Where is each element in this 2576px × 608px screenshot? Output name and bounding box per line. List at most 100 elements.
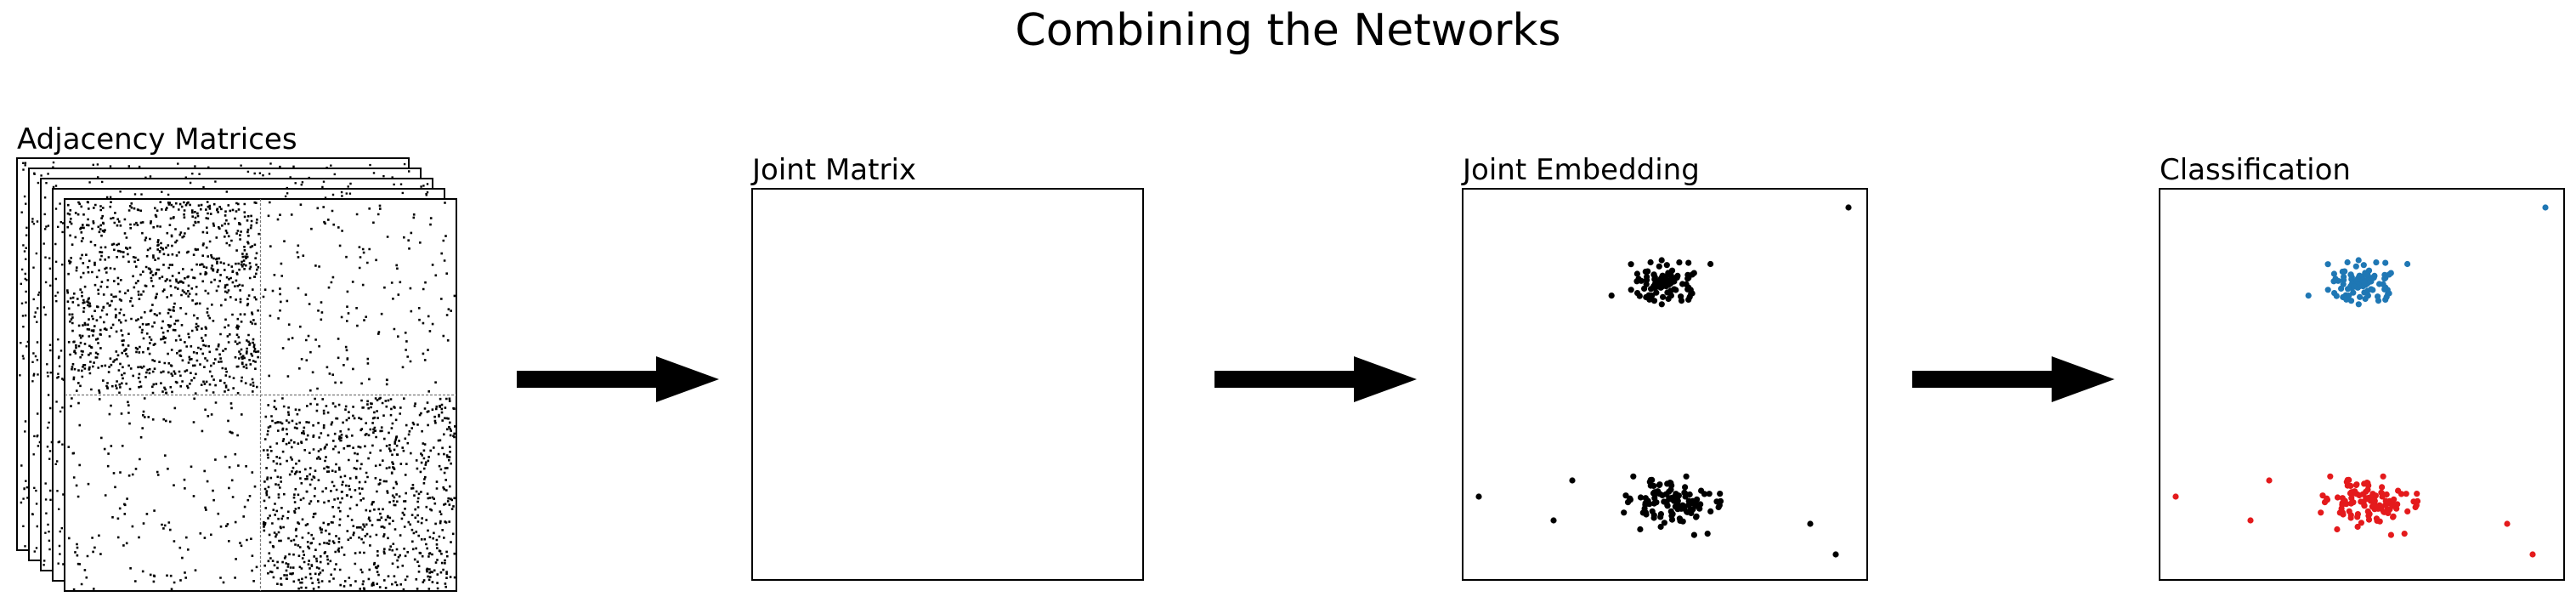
embedding-point xyxy=(1657,276,1664,282)
classification-plot xyxy=(2159,188,2565,581)
embedding-point xyxy=(1637,526,1644,533)
embedding-point xyxy=(1655,488,1662,495)
classified-point xyxy=(2385,509,2392,517)
classified-point xyxy=(2354,276,2361,282)
embedding-point xyxy=(1656,481,1663,488)
classified-point xyxy=(2247,517,2254,524)
embedding-point xyxy=(1627,497,1633,503)
classified-point xyxy=(2338,285,2345,292)
embedding-point xyxy=(1647,259,1654,266)
classified-point xyxy=(2401,531,2408,537)
classified-point xyxy=(2340,511,2347,518)
embedding-point xyxy=(1642,495,1649,502)
joint-matrix-frame xyxy=(751,188,1144,581)
joint-embedding-plot xyxy=(1462,188,1868,581)
classified-point xyxy=(2339,495,2346,502)
right-arrow-icon xyxy=(1912,356,2115,402)
embedding-point xyxy=(1653,499,1660,506)
classified-point xyxy=(2319,492,2326,499)
classified-point xyxy=(2351,283,2358,290)
classified-point xyxy=(2398,491,2405,497)
embedding-point xyxy=(1667,508,1674,515)
embedding-point xyxy=(1671,286,1678,293)
embedding-point xyxy=(1550,517,1557,524)
embedding-point xyxy=(1633,278,1640,285)
embedding-point xyxy=(1622,492,1629,499)
embedding-point xyxy=(1692,503,1699,509)
classified-point xyxy=(2371,272,2378,279)
embedding-point xyxy=(1676,259,1683,266)
classified-point xyxy=(2345,286,2352,293)
classified-point xyxy=(2382,497,2389,504)
embedding-point xyxy=(1683,473,1690,480)
classified-point xyxy=(2381,276,2388,282)
classified-point xyxy=(2373,259,2380,266)
classified-point xyxy=(2504,520,2511,527)
classified-point xyxy=(2305,293,2312,299)
embedding-point xyxy=(1682,493,1689,500)
classification-frame xyxy=(2159,188,2565,581)
joint-matrix-label: Joint Matrix xyxy=(752,153,917,187)
embedding-point xyxy=(1667,293,1674,299)
classified-point xyxy=(2414,491,2420,497)
embedding-point xyxy=(1628,287,1634,293)
classified-point xyxy=(2404,508,2411,515)
embedding-point xyxy=(1685,284,1692,291)
classified-point xyxy=(2347,298,2355,304)
classified-point xyxy=(2327,473,2334,480)
classified-point xyxy=(2374,517,2381,525)
classified-point xyxy=(2330,270,2337,277)
classified-point xyxy=(2358,520,2364,526)
classified-point xyxy=(2355,257,2362,264)
classified-point xyxy=(2390,513,2397,520)
embedding-point xyxy=(1648,286,1655,293)
embedding-point xyxy=(1637,494,1645,501)
embedding-point xyxy=(1641,285,1648,292)
embedding-point xyxy=(1845,204,1852,211)
embedding-point xyxy=(1650,512,1657,519)
right-arrow-icon xyxy=(517,356,719,402)
embedding-point xyxy=(1646,296,1653,303)
embedding-point xyxy=(1701,491,1708,497)
embedding-point xyxy=(1807,520,1814,527)
embedding-point xyxy=(1707,508,1714,515)
classified-point xyxy=(2355,301,2362,308)
classified-point xyxy=(2372,503,2379,509)
embedding-point xyxy=(1633,270,1640,277)
embedding-point xyxy=(1642,502,1649,509)
embedding-point xyxy=(1667,480,1673,486)
adjacency-matrices-label: Adjacency Matrices xyxy=(17,122,297,156)
embedding-point xyxy=(1630,473,1637,480)
classified-point xyxy=(2341,268,2348,275)
embedding-point xyxy=(1684,276,1691,282)
classified-point xyxy=(2334,494,2341,501)
embedding-point xyxy=(1654,283,1661,290)
classified-point xyxy=(2347,271,2354,278)
classified-point xyxy=(2371,497,2378,504)
classified-point xyxy=(2344,476,2351,484)
classified-point xyxy=(2403,491,2409,497)
classified-point xyxy=(2365,516,2373,523)
embedding-point xyxy=(1832,551,1839,558)
embedding-point xyxy=(1621,509,1628,516)
embedding-point xyxy=(1688,509,1695,517)
embedding-point xyxy=(1657,523,1664,531)
joint-matrix-heatmap xyxy=(751,188,1144,581)
embedding-point xyxy=(1608,293,1615,299)
classified-point xyxy=(2364,293,2371,299)
embedding-point xyxy=(1666,271,1673,278)
embedding-point xyxy=(1675,503,1682,509)
classified-point xyxy=(2529,551,2536,558)
embedding-point xyxy=(1650,482,1657,490)
classified-point xyxy=(2172,493,2179,500)
embedding-point xyxy=(1650,271,1657,278)
classified-point xyxy=(2324,497,2330,503)
embedding-point xyxy=(1647,476,1654,484)
classified-point xyxy=(2334,526,2341,533)
embedding-point xyxy=(1690,531,1697,538)
classified-point xyxy=(2380,473,2386,480)
embedding-point xyxy=(1636,293,1643,299)
classified-point xyxy=(2358,498,2364,505)
embedding-point xyxy=(1716,502,1723,509)
